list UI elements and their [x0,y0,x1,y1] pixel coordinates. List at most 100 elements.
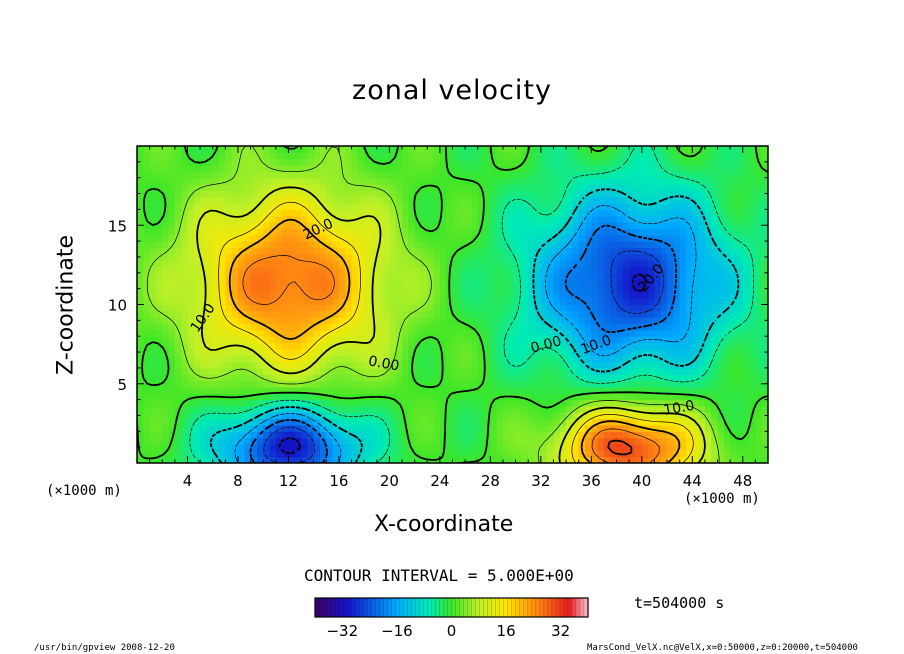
heatmap-cell [427,342,435,350]
heatmap-cell [717,399,725,407]
heatmap-cell [521,361,529,369]
heatmap-cell [225,260,233,268]
heatmap-cell [654,285,662,293]
heatmap-cell [250,405,258,413]
heatmap-cell [616,253,624,261]
heatmap-cell [755,443,763,451]
heatmap-cell [155,285,163,293]
heatmap-cell [521,222,529,230]
heatmap-cell [168,158,176,166]
heatmap-cell [711,222,719,230]
heatmap-cell [301,450,308,458]
heatmap-cell [408,336,416,344]
heatmap-cell [193,310,201,318]
heatmap-cell [313,146,321,153]
heatmap-cell [219,272,226,280]
heatmap-cell [540,196,548,204]
heatmap-cell [660,291,668,299]
heatmap-cell [402,234,409,242]
heatmap-cell [212,253,220,261]
heatmap-cell [402,241,409,249]
heatmap-cell [326,203,334,210]
heatmap-cell [502,437,510,445]
heatmap-cell [502,247,510,255]
heatmap-cell [155,374,163,382]
heatmap-cell [585,367,592,375]
heatmap-cell [395,215,403,223]
heatmap-cell [711,184,719,191]
heatmap-cell [572,272,580,280]
heatmap-cell [509,158,517,166]
heatmap-cell [578,361,586,369]
heatmap-cell [408,317,416,325]
heatmap-cell [591,329,599,337]
heatmap-cell [723,355,731,363]
heatmap-cell [685,393,693,401]
heatmap-cell [376,431,384,439]
heatmap-cell [269,253,277,261]
heatmap-cell [137,196,144,204]
heatmap-cell [667,285,674,293]
heatmap-cell [736,203,744,210]
heatmap-cell [591,342,599,350]
heatmap-cell [326,190,334,198]
heatmap-cell [137,247,144,255]
heatmap-cell [288,196,296,204]
heatmap-cell [269,348,277,356]
heatmap-cell [389,190,397,198]
heatmap-cell [307,399,315,407]
heatmap-cell [439,285,447,293]
heatmap-cell [250,450,258,458]
heatmap-cell [629,405,637,413]
heatmap-cell [458,158,466,166]
heatmap-cell [622,437,630,445]
heatmap-cell [496,234,504,242]
heatmap-cell [282,456,290,463]
heatmap-cell [155,260,163,268]
heatmap-cell [648,374,656,382]
heatmap-cell [540,317,548,325]
heatmap-cell [597,317,605,325]
heatmap-cell [648,298,656,306]
heatmap-cell [275,196,283,204]
heatmap-cell [673,228,681,236]
heatmap-cell [168,266,176,274]
heatmap-cell [275,329,283,337]
heatmap-cell [616,177,624,185]
heatmap-cell [225,367,233,375]
heatmap-cell [667,424,674,432]
heatmap-cell [572,241,580,249]
heatmap-cell [187,418,195,426]
heatmap-cell [313,348,321,356]
heatmap-cell [332,374,340,382]
heatmap-cell [269,234,277,242]
heatmap-cell [237,253,245,261]
heatmap-cell [294,367,302,375]
heatmap-cell [143,361,151,369]
heatmap-cell [446,386,454,394]
heatmap-cell [200,424,208,432]
heatmap-cell [704,443,712,451]
heatmap-cell [193,405,201,413]
heatmap-cell [749,348,756,356]
heatmap-cell [256,247,264,255]
heatmap-cell [225,437,233,445]
heatmap-cell [225,152,233,160]
heatmap-cell [364,380,372,388]
heatmap-cell [294,336,302,344]
heatmap-cell [174,456,182,463]
heatmap-cell [402,203,409,210]
heatmap-cell [515,456,523,463]
heatmap-cell [648,399,656,407]
heatmap-cell [414,298,422,306]
heatmap-cell [566,165,573,172]
heatmap-cell [383,443,390,451]
heatmap-cell [730,152,738,160]
heatmap-cell [187,165,195,172]
heatmap-cell [641,222,649,230]
heatmap-cell [256,310,264,318]
heatmap-cell [648,348,656,356]
heatmap-cell [679,177,687,185]
heatmap-cell [206,196,214,204]
heatmap-cell [749,317,756,325]
